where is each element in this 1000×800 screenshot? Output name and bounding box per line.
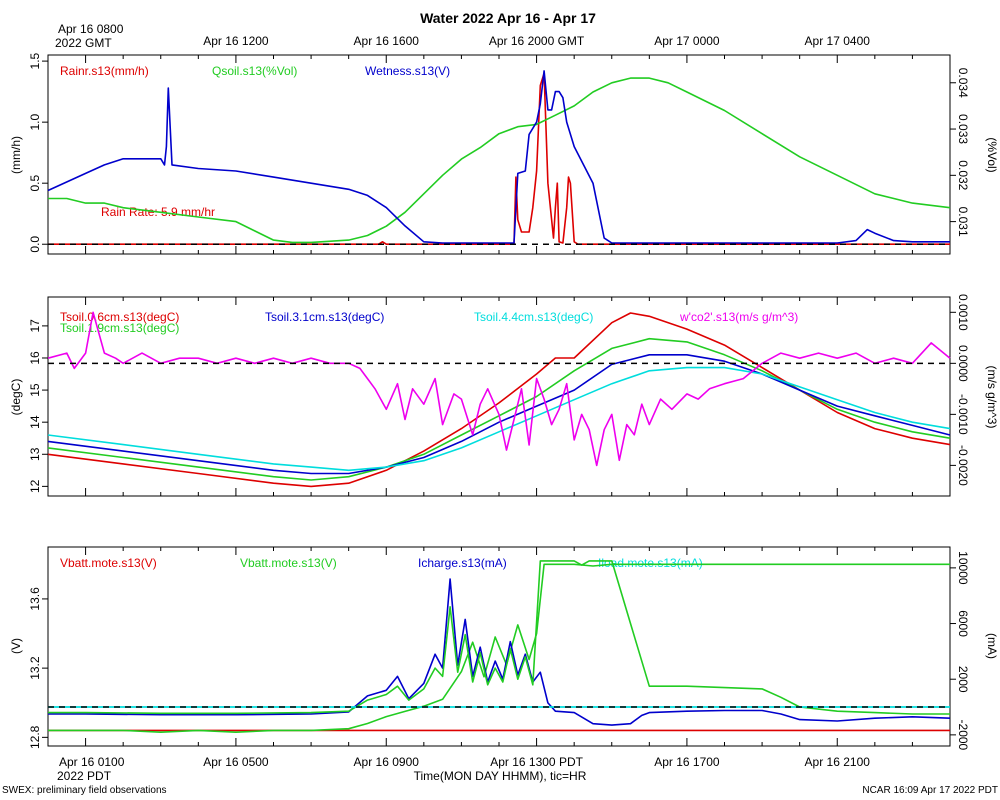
left-axis-tick-label: 16: [28, 351, 42, 365]
water-right-axis-label: (%Vol): [985, 137, 999, 172]
footer-left: SWEX: preliminary field observations: [2, 785, 167, 796]
left-axis-tick-label: 17: [28, 319, 42, 333]
left-axis-tick-label: 13.2: [28, 656, 42, 680]
series-line-vbatt-mote-s13-v-: [48, 563, 950, 734]
right-axis-tick-label: -0.0020: [956, 445, 970, 486]
bottom-axis-tick-label: Apr 16 1300 PDT: [490, 755, 583, 769]
right-axis-tick-label: 0.0000: [956, 345, 970, 382]
top-axis-tick-label: Apr 16 1600: [354, 34, 420, 48]
legend-tsoil-0-6: Tsoil.0.6cm.s13(degC): [60, 310, 179, 324]
top-axis-tick-label: Apr 17 0400: [805, 34, 871, 48]
bottom-axis-ticks: Apr 16 0500 Apr 16 0900 Apr 16 1300 PDT Apr…: [203, 755, 870, 769]
right-axis-tick-label: 0.032: [956, 160, 970, 190]
legend-rainr: Rainr.s13(mm/h): [60, 64, 149, 78]
left-axis-tick-label: 1.0: [28, 113, 42, 130]
top-axis-tick-label: Apr 16 1200: [203, 34, 269, 48]
right-axis-tick-label: -0.0010: [956, 394, 970, 435]
temperature-panel: Tsoil.0.6cm.s13(degC) Tsoil.1.9cm.s13(de…: [9, 294, 999, 497]
top-axis-tick-label: Apr 17 0000: [654, 34, 720, 48]
legend-vbatt-green: Vbatt.mote.s13(V): [240, 556, 337, 570]
left-axis-tick-label: 14: [28, 415, 42, 429]
bottom-start-label-line1: Apr 16 0100: [59, 755, 125, 769]
right-axis-tick-label: 0.033: [956, 114, 970, 144]
right-axis-tick-label: 0.034: [956, 68, 970, 98]
bottom-start-label-line2: 2022 PDT: [57, 769, 112, 783]
bottom-axis-tick-label: Apr 16 0500: [203, 755, 269, 769]
top-axis-ticks: Apr 16 1200 Apr 16 1600 Apr 16 2000 GMT Apr…: [203, 34, 870, 48]
left-axis-tick-label: 1.5: [28, 52, 42, 69]
left-axis-tick-label: 0.0: [28, 236, 42, 253]
chart-title: Water 2022 Apr 16 - Apr 17: [420, 10, 596, 26]
series-line-qsoil-s13-vol-: [48, 77, 951, 244]
right-axis-tick-label: 10000: [956, 551, 970, 585]
left-axis-tick-label: 15: [28, 383, 42, 397]
top-axis-tick-label: Apr 16 2000 GMT: [489, 34, 585, 48]
water-left-axis-label: (mm/h): [9, 136, 23, 174]
left-axis-tick-label: 12.8: [28, 725, 42, 749]
power-right-axis-label: (mA): [985, 633, 999, 659]
series-line-w-co2-s13-m-s-g-m-3-: [47, 311, 951, 467]
top-start-label-line2: 2022 GMT: [55, 36, 112, 50]
series-line-tsoil-1-9cm-s13-degc-: [47, 337, 951, 481]
right-axis-tick-label: 6000: [956, 610, 970, 637]
series-line-wetness-s13-v-: [47, 70, 950, 244]
power-left-axis-label: (V): [9, 638, 23, 654]
legend-tsoil-1-9: Tsoil.1.9cm.s13(degC): [60, 321, 179, 335]
water-panel: Rainr.s13(mm/h) Qsoil.s13(%Vol) Wetness.…: [9, 52, 999, 255]
left-axis-tick-label: 12: [28, 479, 42, 493]
legend-wetness: Wetness.s13(V): [365, 64, 450, 78]
bottom-axis-tick-label: Apr 16 1700: [654, 755, 720, 769]
bottom-axis-tick-label: Apr 16 2100: [805, 755, 871, 769]
legend-tsoil-4-4: Tsoil.4.4cm.s13(degC): [474, 310, 593, 324]
legend-wco2: w'co2'.s13(m/s g/m^3): [679, 310, 798, 324]
legend-icharge: Icharge.s13(mA): [418, 556, 507, 570]
legend-vbatt-red: Vbatt.mote.s13(V): [60, 556, 157, 570]
legend-tsoil-3-1: Tsoil.3.1cm.s13(degC): [265, 310, 384, 324]
series-line-icharge-s13-ma-: [48, 578, 951, 726]
left-axis-tick-label: 13: [28, 447, 42, 461]
top-start-label-line1: Apr 16 0800: [58, 22, 124, 36]
bottom-axis-tick-label: Apr 16 0900: [354, 755, 420, 769]
footer-right: NCAR 16:09 Apr 17 2022 PDT: [862, 785, 998, 796]
right-axis-tick-label: 0.0010: [956, 294, 970, 331]
series-line-iload-mote-s13-ma-: [48, 560, 950, 715]
x-axis-label: Time(MON DAY HHMM), tic=HR: [414, 769, 587, 783]
series-line-tsoil-3-1cm-s13-degc-: [47, 353, 951, 475]
legend-qsoil: Qsoil.s13(%Vol): [212, 64, 297, 78]
left-axis-tick-label: 0.5: [28, 175, 42, 192]
legend-iload: Iload.mote.s13(mA): [598, 556, 703, 570]
left-axis-tick-label: 13.6: [28, 587, 42, 611]
temperature-right-axis-label: (m/s g/m^3): [985, 366, 999, 429]
power-panel: Vbatt.mote.s13(V) Vbatt.mote.s13(V) Icha…: [9, 546, 999, 751]
right-axis-tick-label: -2000: [956, 720, 970, 751]
series-line-tsoil-4-4cm-s13-degc-: [47, 366, 951, 472]
right-axis-tick-label: 0.031: [956, 207, 970, 237]
right-axis-tick-label: 2000: [956, 666, 970, 693]
temperature-left-axis-label: (degC): [9, 379, 23, 416]
